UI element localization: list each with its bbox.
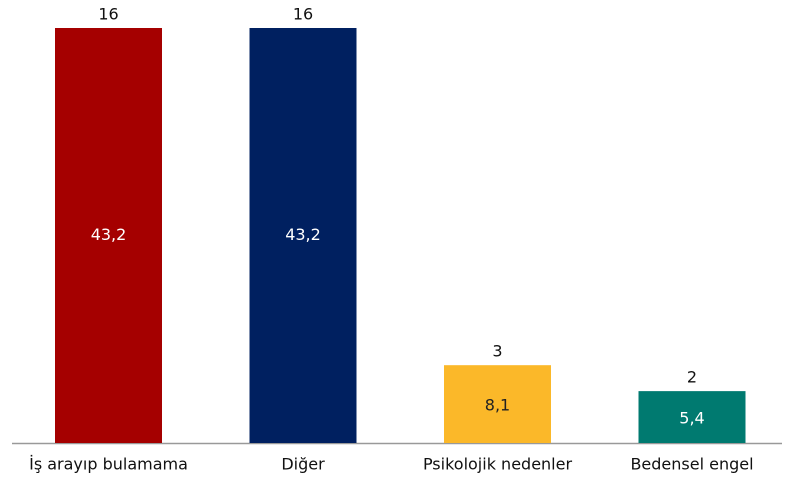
count-label: 16 — [98, 5, 118, 24]
bar — [638, 391, 746, 443]
count-label: 2 — [687, 368, 697, 387]
x-tick-label: Bedensel engel — [630, 455, 753, 474]
count-label: 16 — [293, 5, 313, 24]
share-label: 43,2 — [285, 225, 321, 244]
x-tick-label: Diğer — [281, 455, 325, 474]
share-label: 5,4 — [679, 409, 704, 428]
count-label: 3 — [492, 342, 502, 361]
bar — [249, 28, 357, 443]
x-tick-label: Psikolojik nedenler — [423, 455, 573, 474]
bar — [444, 365, 551, 443]
bar — [55, 28, 162, 443]
share-label: 43,2 — [91, 225, 127, 244]
x-tick-label: İş arayıp bulamama — [29, 455, 188, 474]
share-label: 8,1 — [485, 396, 510, 415]
